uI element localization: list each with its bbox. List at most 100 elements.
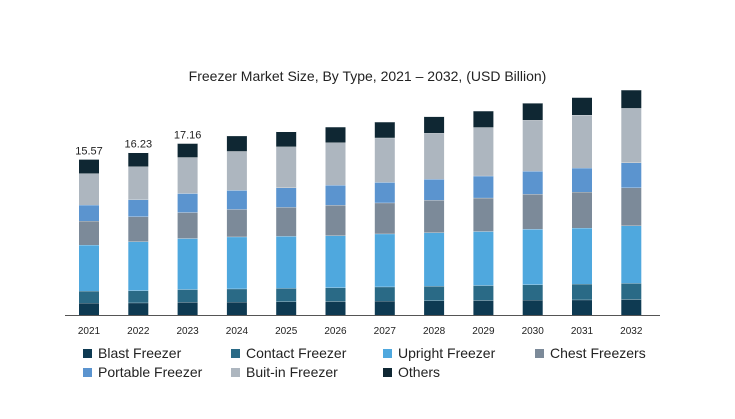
bar-2026-series-4 xyxy=(325,185,346,206)
bar-2031-series-3 xyxy=(572,192,592,228)
legend-item: Buit-in Freezer xyxy=(231,364,338,380)
x-tick-label: 2022 xyxy=(127,326,150,337)
bar-2025-series-1 xyxy=(276,288,297,302)
bar-2022-series-5 xyxy=(128,166,149,200)
bar-2031-series-0 xyxy=(572,299,592,315)
bar-2027-series-6 xyxy=(374,122,395,138)
bar-2023-series-0 xyxy=(177,302,198,315)
bar-2024-series-0 xyxy=(226,302,247,315)
legend-swatch xyxy=(231,348,240,358)
bar-2026-series-0 xyxy=(325,301,346,315)
bar-2025-series-2 xyxy=(276,236,297,289)
bar-2023-series-5 xyxy=(177,157,198,194)
x-tick-label: 2026 xyxy=(324,326,347,337)
bar-2028-series-1 xyxy=(424,286,445,301)
bar-2030-series-2 xyxy=(522,229,543,285)
bar-2027-series-5 xyxy=(374,137,395,183)
bar-2030-series-3 xyxy=(522,194,543,230)
bar-2031-series-2 xyxy=(572,228,592,284)
bar-2024-series-2 xyxy=(226,236,247,289)
bar-2031-series-6 xyxy=(572,97,592,115)
bar-2032-series-4 xyxy=(621,162,642,188)
bar-2028-series-2 xyxy=(424,232,445,287)
bar-2027-series-0 xyxy=(374,301,395,315)
x-tick-label: 2030 xyxy=(522,326,545,337)
legend-label: Others xyxy=(398,364,441,380)
legend-item: Chest Freezers xyxy=(535,345,646,361)
bar-2030-series-4 xyxy=(522,171,543,195)
bar-2024-series-1 xyxy=(226,288,247,302)
x-tick-label: 2027 xyxy=(374,326,397,337)
legend-swatch xyxy=(383,348,392,358)
bar-2030-series-1 xyxy=(522,284,543,300)
bar-2021-series-5 xyxy=(79,173,99,205)
bar-2026-series-6 xyxy=(325,127,346,143)
x-tick-label: 2021 xyxy=(78,326,101,337)
bar-2024-series-5 xyxy=(226,151,247,191)
bar-2032-series-1 xyxy=(621,283,642,300)
bar-2022-series-0 xyxy=(128,302,149,315)
legend-label: Portable Freezer xyxy=(98,364,203,380)
x-tick-label: 2031 xyxy=(571,326,594,337)
bar-2021-series-0 xyxy=(79,303,99,315)
data-label-total: 16.23 xyxy=(125,139,153,151)
bar-2027-series-2 xyxy=(374,233,395,287)
bar-2032-series-2 xyxy=(621,225,642,284)
bar-2029-series-5 xyxy=(473,127,494,176)
x-tick-label: 2032 xyxy=(620,326,643,337)
legend-label: Upright Freezer xyxy=(398,345,496,361)
bar-2028-series-3 xyxy=(424,200,445,233)
legend-item: Portable Freezer xyxy=(83,364,202,380)
bar-2027-series-1 xyxy=(374,286,395,301)
legend-label: Blast Freezer xyxy=(98,345,182,361)
bar-2023-series-3 xyxy=(177,212,198,239)
x-tick-label: 2024 xyxy=(226,326,249,337)
legend-swatch xyxy=(83,367,92,377)
bar-2029-series-1 xyxy=(473,285,494,301)
bar-2031-series-4 xyxy=(572,168,592,192)
bar-2021-series-2 xyxy=(79,245,99,291)
legend-swatch xyxy=(231,367,240,377)
bar-2022-series-1 xyxy=(128,290,149,303)
bar-2026-series-2 xyxy=(325,235,346,288)
chart-title: Freezer Market Size, By Type, 2021 – 203… xyxy=(188,68,547,84)
bar-2025-series-0 xyxy=(276,301,297,315)
x-tick-label: 2028 xyxy=(423,326,446,337)
bar-2032-series-0 xyxy=(621,299,642,315)
bar-2022-series-4 xyxy=(128,199,149,217)
x-tick-label: 2025 xyxy=(275,326,298,337)
bar-2028-series-4 xyxy=(424,179,445,201)
bar-2031-series-1 xyxy=(572,284,592,300)
bar-2026-series-3 xyxy=(325,205,346,236)
legend-item: Contact Freezer xyxy=(231,345,346,361)
legend-swatch xyxy=(83,348,92,358)
bar-2032-series-3 xyxy=(621,187,642,226)
bar-2021-series-4 xyxy=(79,205,99,221)
bar-2027-series-3 xyxy=(374,202,395,234)
bar-2023-series-2 xyxy=(177,238,198,290)
legend-label: Contact Freezer xyxy=(246,345,347,361)
bar-2026-series-5 xyxy=(325,142,346,186)
bar-2030-series-5 xyxy=(522,120,543,172)
bar-2025-series-4 xyxy=(276,187,297,208)
bar-2029-series-0 xyxy=(473,300,494,315)
bar-2030-series-6 xyxy=(522,103,543,121)
data-label-total: 17.16 xyxy=(174,129,202,141)
bar-2021-series-6 xyxy=(79,159,99,174)
bar-2022-series-6 xyxy=(128,152,149,167)
legend-item: Upright Freezer xyxy=(383,345,495,361)
bar-2023-series-6 xyxy=(177,143,198,158)
bar-2031-series-5 xyxy=(572,115,592,168)
bar-2028-series-6 xyxy=(424,116,445,134)
bar-2029-series-3 xyxy=(473,197,494,232)
bar-2022-series-3 xyxy=(128,216,149,242)
bar-2021-series-3 xyxy=(79,221,99,245)
legend-swatch xyxy=(535,348,544,358)
bar-2026-series-1 xyxy=(325,287,346,302)
bar-2029-series-2 xyxy=(473,231,494,286)
legend-item: Others xyxy=(383,364,440,380)
x-tick-label: 2029 xyxy=(472,326,495,337)
legend-label: Chest Freezers xyxy=(550,345,646,361)
bar-2024-series-4 xyxy=(226,190,247,210)
